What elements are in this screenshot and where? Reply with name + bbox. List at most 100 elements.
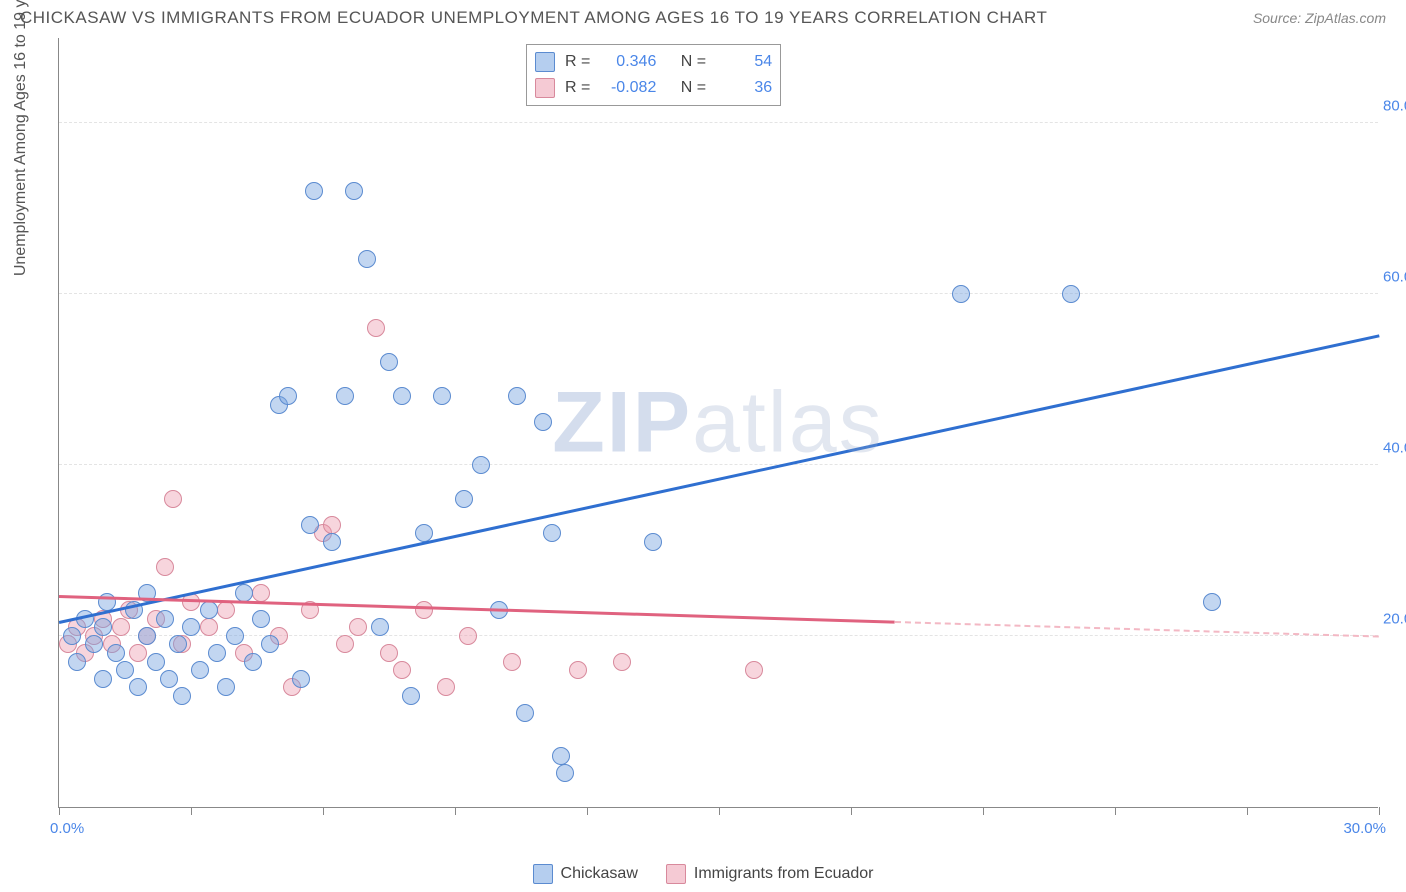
data-point (543, 524, 561, 542)
y-tick-label: 20.0% (1383, 610, 1406, 627)
data-point (345, 182, 363, 200)
data-point (279, 387, 297, 405)
source-label: Source: ZipAtlas.com (1253, 10, 1386, 26)
data-point (415, 601, 433, 619)
data-point (217, 678, 235, 696)
series-legend: Chickasaw Immigrants from Ecuador (0, 864, 1406, 884)
data-point (226, 627, 244, 645)
data-point (393, 387, 411, 405)
legend-row-a: R = 0.346 N = 54 (535, 49, 772, 75)
data-point (508, 387, 526, 405)
gridline (59, 464, 1378, 465)
data-point (952, 285, 970, 303)
data-point (169, 635, 187, 653)
data-point (358, 250, 376, 268)
data-point (200, 601, 218, 619)
data-point (1062, 285, 1080, 303)
plot-area: 20.0%40.0%60.0%80.0% ZIPatlas R = 0.346 … (58, 38, 1378, 808)
data-point (191, 661, 209, 679)
legend-row-b: R = -0.082 N = 36 (535, 75, 772, 101)
data-point (129, 678, 147, 696)
legend-item-a: Chickasaw (533, 864, 638, 884)
data-point (252, 584, 270, 602)
data-point (472, 456, 490, 474)
data-point (367, 319, 385, 337)
data-point (336, 387, 354, 405)
data-point (323, 516, 341, 534)
data-point (138, 627, 156, 645)
legend-item-b: Immigrants from Ecuador (666, 864, 874, 884)
x-tick (323, 807, 324, 815)
data-point (94, 618, 112, 636)
y-tick-label: 80.0% (1383, 97, 1406, 114)
data-point (323, 533, 341, 551)
correlation-legend: R = 0.346 N = 54 R = -0.082 N = 36 (526, 44, 781, 106)
gridline (59, 122, 1378, 123)
data-point (129, 644, 147, 662)
x-tick (59, 807, 60, 815)
x-tick (719, 807, 720, 815)
trend-line (59, 334, 1380, 623)
data-point (1203, 593, 1221, 611)
data-point (516, 704, 534, 722)
data-point (156, 610, 174, 628)
data-point (336, 635, 354, 653)
data-point (200, 618, 218, 636)
gridline (59, 635, 1378, 636)
data-point (393, 661, 411, 679)
trend-line (59, 595, 895, 623)
data-point (94, 670, 112, 688)
y-tick-label: 60.0% (1383, 268, 1406, 285)
x-tick (1247, 807, 1248, 815)
data-point (402, 687, 420, 705)
data-point (173, 687, 191, 705)
data-point (371, 618, 389, 636)
data-point (85, 635, 103, 653)
data-point (455, 490, 473, 508)
x-tick (587, 807, 588, 815)
x-tick (1115, 807, 1116, 815)
data-point (116, 661, 134, 679)
data-point (305, 182, 323, 200)
data-point (63, 627, 81, 645)
x-tick (851, 807, 852, 815)
data-point (261, 635, 279, 653)
x-tick (1379, 807, 1380, 815)
data-point (301, 516, 319, 534)
data-point (235, 584, 253, 602)
chart-title: CHICKASAW VS IMMIGRANTS FROM ECUADOR UNE… (20, 8, 1047, 28)
data-point (613, 653, 631, 671)
data-point (380, 353, 398, 371)
data-point (644, 533, 662, 551)
data-point (252, 610, 270, 628)
data-point (112, 618, 130, 636)
data-point (503, 653, 521, 671)
data-point (68, 653, 86, 671)
data-point (292, 670, 310, 688)
data-point (433, 387, 451, 405)
y-axis-label: Unemployment Among Ages 16 to 19 years (12, 0, 30, 276)
swatch-a-icon (533, 864, 553, 884)
data-point (556, 764, 574, 782)
x-tick (191, 807, 192, 815)
data-point (217, 601, 235, 619)
x-tick (455, 807, 456, 815)
x-tick (983, 807, 984, 815)
data-point (182, 618, 200, 636)
data-point (459, 627, 477, 645)
data-point (208, 644, 226, 662)
swatch-a-icon (535, 52, 555, 72)
gridline (59, 293, 1378, 294)
data-point (164, 490, 182, 508)
data-point (534, 413, 552, 431)
data-point (552, 747, 570, 765)
y-tick-label: 40.0% (1383, 439, 1406, 456)
swatch-b-icon (666, 864, 686, 884)
data-point (569, 661, 587, 679)
swatch-b-icon (535, 78, 555, 98)
data-point (156, 558, 174, 576)
data-point (244, 653, 262, 671)
data-point (380, 644, 398, 662)
data-point (160, 670, 178, 688)
data-point (349, 618, 367, 636)
